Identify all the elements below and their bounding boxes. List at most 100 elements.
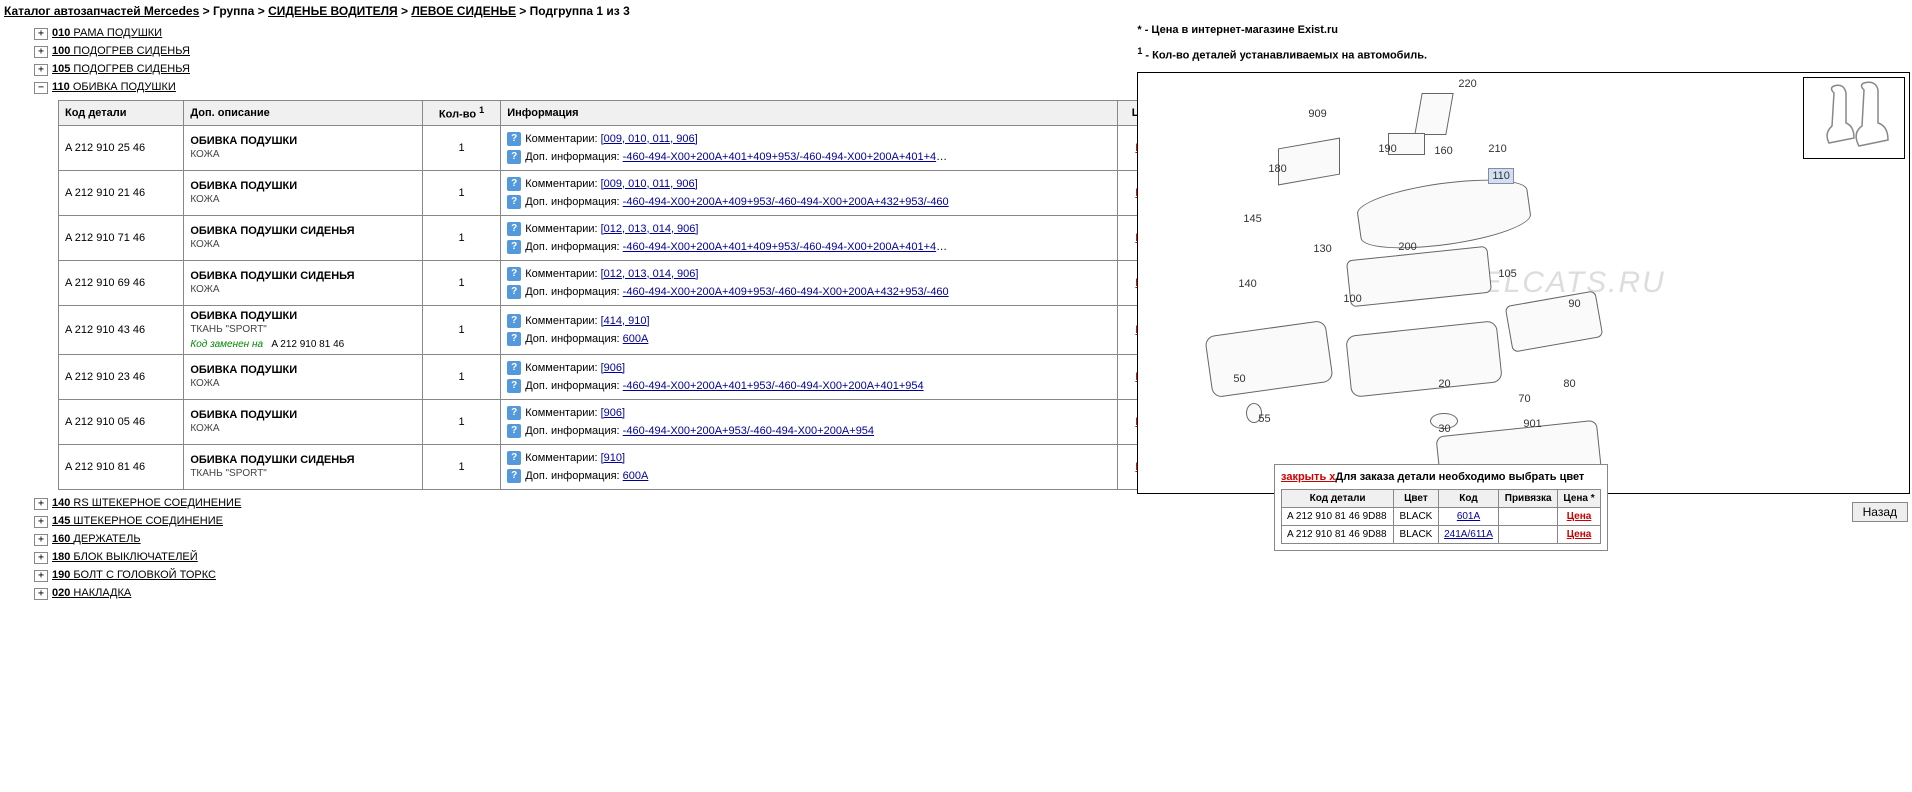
- diagram: WWW.ELCATS.RU 22090919016021018011014513…: [1137, 72, 1910, 494]
- comments-link[interactable]: [414, 910]: [601, 315, 650, 327]
- tree-item-160[interactable]: +160 ДЕРЖАТЕЛЬ: [34, 530, 1127, 548]
- diagram-label-220[interactable]: 220: [1458, 78, 1476, 90]
- comments-link[interactable]: [906]: [601, 407, 625, 419]
- tree-toggle-icon[interactable]: +: [34, 552, 48, 564]
- comments-link[interactable]: [906]: [601, 362, 625, 374]
- tree-toggle-icon[interactable]: +: [34, 28, 48, 40]
- info-link[interactable]: -460-494-X00+200A+401+953/-460-494-X00+2…: [623, 380, 924, 392]
- diagram-label-50[interactable]: 50: [1233, 373, 1245, 385]
- comments-link[interactable]: [012, 013, 014, 906]: [601, 268, 699, 280]
- tree-toggle-icon[interactable]: +: [34, 588, 48, 600]
- diagram-label-100[interactable]: 100: [1343, 293, 1361, 305]
- color-popup: закрыть хДля заказа детали необходимо вы…: [1274, 464, 1608, 551]
- info-icon[interactable]: ?: [507, 177, 521, 191]
- diagram-label-90[interactable]: 90: [1568, 298, 1580, 310]
- diagram-label-130[interactable]: 130: [1313, 243, 1331, 255]
- diagram-label-210[interactable]: 210: [1488, 143, 1506, 155]
- info-icon[interactable]: ?: [507, 469, 521, 483]
- breadcrumb-catalog[interactable]: Каталог автозапчастей Mercedes: [4, 4, 199, 18]
- tree-toggle-icon[interactable]: +: [34, 570, 48, 582]
- part-qty: 1: [422, 170, 500, 215]
- tree-item-100[interactable]: +100 ПОДОГРЕВ СИДЕНЬЯ: [34, 42, 1127, 60]
- tree-toggle-icon[interactable]: +: [34, 498, 48, 510]
- tree-toggle-icon[interactable]: +: [34, 534, 48, 546]
- part-code: A 212 910 69 46: [59, 260, 184, 305]
- info-icon[interactable]: ?: [507, 285, 521, 299]
- info-link[interactable]: 600A: [623, 333, 649, 345]
- diagram-label-140[interactable]: 140: [1238, 278, 1256, 290]
- comments-link[interactable]: [009, 010, 011, 906]: [601, 133, 698, 145]
- popup-price-link[interactable]: Цена: [1567, 529, 1592, 540]
- tree-item-110[interactable]: −110 ОБИВКА ПОДУШКИ: [34, 78, 1127, 96]
- breadcrumb-sub[interactable]: ЛЕВОЕ СИДЕНЬЕ: [411, 4, 516, 18]
- diagram-label-105[interactable]: 105: [1498, 268, 1516, 280]
- info-icon[interactable]: ?: [507, 424, 521, 438]
- tree-item-190[interactable]: +190 БОЛТ С ГОЛОВКОЙ ТОРКС: [34, 566, 1127, 584]
- back-button[interactable]: Назад: [1852, 502, 1908, 522]
- comments-link[interactable]: [910]: [601, 452, 625, 464]
- info-icon[interactable]: ?: [507, 267, 521, 281]
- part-desc: ОБИВКА ПОДУШКИКОЖА: [184, 170, 423, 215]
- info-icon[interactable]: ?: [507, 379, 521, 393]
- part-info: ?Комментарии: [009, 010, 011, 906]?Доп. …: [501, 125, 1117, 170]
- parts-table: Код детали Доп. описание Кол-во 1 Информ…: [58, 100, 1181, 490]
- info-link[interactable]: -460-494-X00+200A+401+409+953/-460-494-X…: [623, 241, 953, 253]
- info-link[interactable]: -460-494-X00+200A+401+409+953/-460-494-X…: [623, 151, 953, 163]
- diagram-label-30[interactable]: 30: [1438, 423, 1450, 435]
- diagram-label-909[interactable]: 909: [1308, 108, 1326, 120]
- part-qty: 1: [422, 305, 500, 354]
- info-link[interactable]: 600A: [623, 470, 649, 482]
- tree-item-145[interactable]: +145 ШТЕКЕРНОЕ СОЕДИНЕНИЕ: [34, 512, 1127, 530]
- table-row: A 212 910 69 46ОБИВКА ПОДУШКИ СИДЕНЬЯКОЖ…: [59, 260, 1181, 305]
- info-icon[interactable]: ?: [507, 240, 521, 254]
- tree-item-020[interactable]: +020 НАКЛАДКА: [34, 584, 1127, 602]
- tree-toggle-icon[interactable]: +: [34, 46, 48, 58]
- info-link[interactable]: -460-494-X00+200A+953/-460-494-X00+200A+…: [623, 425, 874, 437]
- part-desc: ОБИВКА ПОДУШКИКОЖА: [184, 399, 423, 444]
- comments-link[interactable]: [012, 013, 014, 906]: [601, 223, 699, 235]
- info-icon[interactable]: ?: [507, 406, 521, 420]
- table-row: A 212 910 25 46ОБИВКА ПОДУШКИКОЖА1?Комме…: [59, 125, 1181, 170]
- info-link[interactable]: -460-494-X00+200A+409+953/-460-494-X00+2…: [623, 196, 949, 208]
- diagram-label-70[interactable]: 70: [1518, 393, 1530, 405]
- diagram-inset: [1803, 77, 1905, 159]
- info-icon[interactable]: ?: [507, 451, 521, 465]
- diagram-label-901[interactable]: 901: [1523, 418, 1541, 430]
- diagram-label-200[interactable]: 200: [1398, 241, 1416, 253]
- tree-item-105[interactable]: +105 ПОДОГРЕВ СИДЕНЬЯ: [34, 60, 1127, 78]
- tree-item-140[interactable]: +140 RS ШТЕКЕРНОЕ СОЕДИНЕНИЕ: [34, 494, 1127, 512]
- part-info: ?Комментарии: [012, 013, 014, 906]?Доп. …: [501, 215, 1117, 260]
- diagram-label-160[interactable]: 160: [1434, 145, 1452, 157]
- diagram-label-80[interactable]: 80: [1563, 378, 1575, 390]
- diagram-label-190[interactable]: 190: [1378, 143, 1396, 155]
- popup-close[interactable]: закрыть х: [1281, 471, 1335, 483]
- diagram-label-145[interactable]: 145: [1243, 213, 1261, 225]
- diagram-label-55[interactable]: 55: [1258, 413, 1270, 425]
- part-desc: ОБИВКА ПОДУШКИТКАНЬ "SPORT"Код заменен н…: [184, 305, 423, 354]
- diagram-label-20[interactable]: 20: [1438, 378, 1450, 390]
- tree-toggle-icon[interactable]: −: [34, 82, 48, 94]
- tree-toggle-icon[interactable]: +: [34, 516, 48, 528]
- popup-message: Для заказа детали необходимо выбрать цве…: [1335, 471, 1584, 483]
- info-icon[interactable]: ?: [507, 132, 521, 146]
- comments-link[interactable]: [009, 010, 011, 906]: [601, 178, 698, 190]
- th-info: Информация: [501, 101, 1117, 126]
- tree-item-010[interactable]: +010 РАМА ПОДУШКИ: [34, 24, 1127, 42]
- tree-item-180[interactable]: +180 БЛОК ВЫКЛЮЧАТЕЛЕЙ: [34, 548, 1127, 566]
- info-icon[interactable]: ?: [507, 314, 521, 328]
- popup-kcode-link[interactable]: 601A: [1457, 511, 1480, 522]
- popup-price-link[interactable]: Цена: [1567, 511, 1592, 522]
- tree-toggle-icon[interactable]: +: [34, 64, 48, 76]
- info-icon[interactable]: ?: [507, 195, 521, 209]
- info-link[interactable]: -460-494-X00+200A+409+953/-460-494-X00+2…: [623, 286, 949, 298]
- diagram-label-180[interactable]: 180: [1268, 163, 1286, 175]
- info-icon[interactable]: ?: [507, 361, 521, 375]
- popup-kcode-link[interactable]: 241A/611A: [1444, 529, 1493, 540]
- info-icon[interactable]: ?: [507, 150, 521, 164]
- diagram-label-110[interactable]: 110: [1488, 168, 1514, 184]
- info-icon[interactable]: ?: [507, 332, 521, 346]
- popup-row: A 212 910 81 46 9D88BLACK601AЦена: [1282, 508, 1601, 526]
- breadcrumb-group[interactable]: СИДЕНЬЕ ВОДИТЕЛЯ: [268, 4, 398, 18]
- info-icon[interactable]: ?: [507, 222, 521, 236]
- part-code: A 212 910 05 46: [59, 399, 184, 444]
